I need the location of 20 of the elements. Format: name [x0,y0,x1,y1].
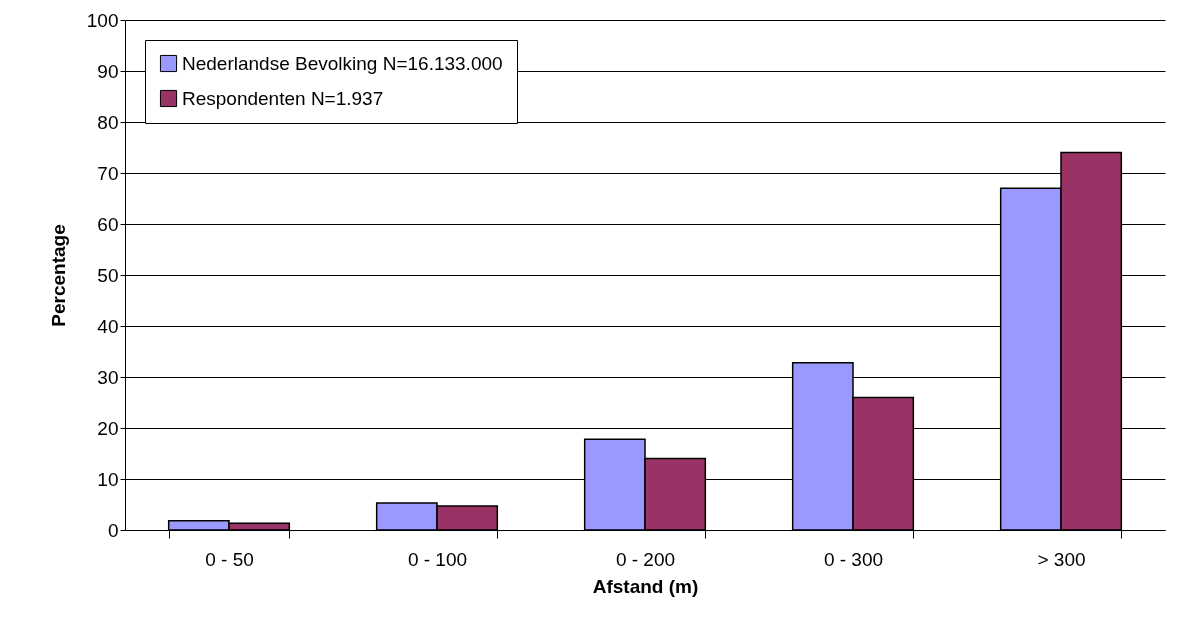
x-axis-title: Afstand (m) [592,575,699,597]
y-tick-label: 100 [86,9,119,31]
legend-label: Nederlandse Bevolking N=16.133.000 [182,52,503,74]
x-tick-label: 0 - 200 [615,548,676,570]
y-tick-label: 10 [97,468,119,490]
y-tick-label: 30 [97,366,119,388]
y-tick-label: 40 [97,315,119,337]
y-tick-label: 80 [97,111,119,133]
x-tick-label: 0 - 100 [407,548,468,570]
y-tick-label: 0 [107,519,119,541]
y-axis-title: Percentage [47,224,69,327]
y-tick-label: 20 [97,417,119,439]
y-tick-label: 90 [97,60,119,82]
y-tick-label: 50 [97,264,119,286]
x-tick-label: 0 - 50 [205,548,254,570]
x-tick-label: 0 - 300 [823,548,884,570]
x-tick-label: > 300 [1037,548,1086,570]
y-tick-label: 60 [97,213,119,235]
legend-label: Respondenten N=1.937 [182,87,384,109]
y-tick-label: 70 [97,162,119,184]
